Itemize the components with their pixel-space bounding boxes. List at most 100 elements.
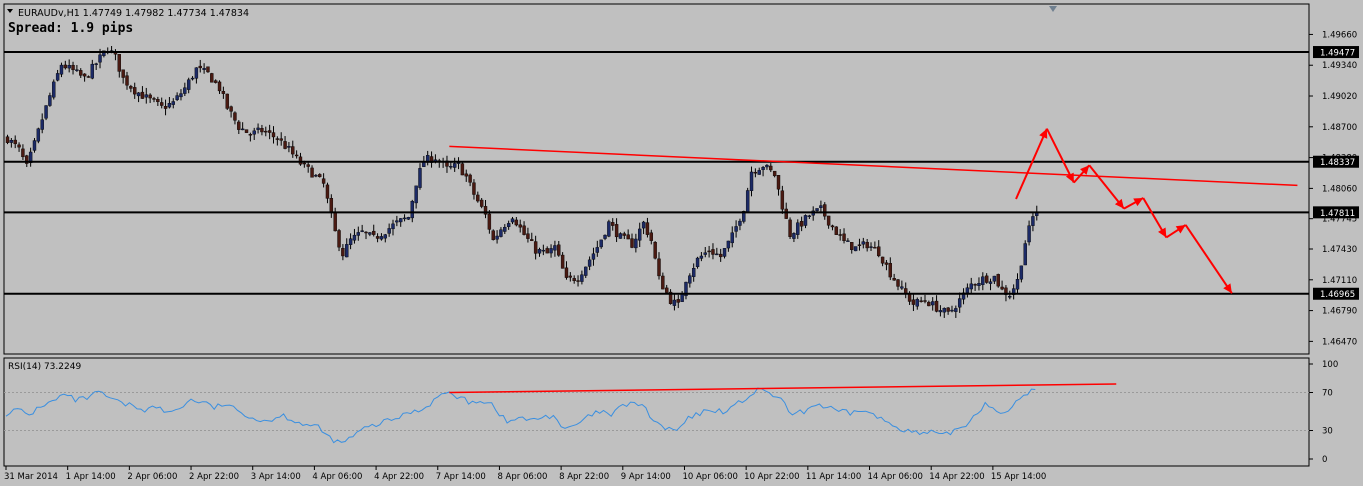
bull-candle xyxy=(726,240,731,249)
rsi-header: RSI(14) 73.2249 xyxy=(8,362,81,372)
bull-candle xyxy=(988,281,993,284)
time-tick-label: 1 Apr 14:00 xyxy=(66,472,116,482)
bear-candle xyxy=(857,244,862,246)
bull-candle xyxy=(52,81,56,98)
bear-candle xyxy=(630,238,634,248)
bear-candle xyxy=(225,93,229,109)
rsi-tick-label: 0 xyxy=(1322,455,1327,465)
bull-candle xyxy=(699,255,704,259)
bear-candle xyxy=(318,174,322,178)
bull-candle xyxy=(449,166,453,168)
chart-shift-marker-icon[interactable] xyxy=(1049,6,1057,12)
bull-candle xyxy=(55,73,60,81)
bull-candle xyxy=(506,223,511,227)
bear-candle xyxy=(661,275,665,290)
bear-candle xyxy=(487,213,492,230)
bull-candle xyxy=(954,308,958,312)
bear-candle xyxy=(576,280,580,282)
bear-candle xyxy=(514,219,519,226)
dropdown-triangle-icon[interactable] xyxy=(7,9,13,13)
bull-candle xyxy=(90,63,95,79)
bear-candle xyxy=(302,162,307,165)
bear-candle xyxy=(834,226,839,235)
bear-candle xyxy=(291,146,295,155)
bull-candle xyxy=(44,105,48,119)
bear-candle xyxy=(568,275,573,278)
bull-candle xyxy=(981,276,985,285)
bull-candle xyxy=(641,221,646,229)
bull-candle xyxy=(75,69,79,71)
bull-candle xyxy=(32,140,37,151)
time-tick-label: 4 Apr 06:00 xyxy=(312,472,362,482)
bear-candle xyxy=(283,141,287,149)
bear-candle xyxy=(125,75,129,86)
bear-candle xyxy=(649,232,653,241)
bear-candle xyxy=(769,165,773,171)
bear-candle xyxy=(279,138,283,141)
bull-candle xyxy=(634,238,638,249)
bear-candle xyxy=(530,239,534,241)
time-tick-label: 9 Apr 14:00 xyxy=(621,472,671,482)
bear-candle xyxy=(923,300,927,302)
bear-candle xyxy=(306,164,310,167)
bull-candle xyxy=(98,54,102,63)
bear-candle xyxy=(152,98,156,100)
bear-candle xyxy=(780,190,785,210)
bull-candle xyxy=(194,67,199,79)
spread-label: Spread: 1.9 pips xyxy=(8,21,133,36)
arrowhead-icon xyxy=(1065,172,1074,183)
bull-candle xyxy=(102,50,106,56)
bear-candle xyxy=(13,139,17,145)
bear-candle xyxy=(267,130,272,133)
bull-candle xyxy=(167,103,172,108)
bear-candle xyxy=(718,253,723,258)
price-plot xyxy=(4,45,1309,318)
bull-candle xyxy=(853,246,858,252)
projection-arrow xyxy=(1088,164,1125,210)
level-price-label: 1.48337 xyxy=(1320,158,1355,168)
bull-candle xyxy=(379,236,384,240)
bull-candle xyxy=(67,65,71,69)
bull-candle xyxy=(28,151,33,164)
bull-candle xyxy=(503,227,507,232)
price-tick-label: 1.46470 xyxy=(1322,337,1357,347)
time-tick-label: 2 Apr 22:00 xyxy=(189,472,239,482)
bull-candle xyxy=(618,233,623,239)
bull-candle xyxy=(314,174,318,177)
bear-candle xyxy=(884,262,889,265)
bear-candle xyxy=(676,299,680,303)
bear-candle xyxy=(275,138,280,140)
bear-candle xyxy=(117,54,121,72)
bear-candle xyxy=(483,206,488,215)
time-tick-label: 2 Apr 06:00 xyxy=(127,472,177,482)
bear-candle xyxy=(375,236,380,239)
bear-candle xyxy=(79,70,83,76)
bear-candle xyxy=(21,148,25,158)
bull-candle xyxy=(749,171,754,191)
bear-candle xyxy=(63,64,68,69)
bull-candle xyxy=(819,205,823,208)
bull-candle xyxy=(587,259,592,267)
bear-candle xyxy=(830,225,835,228)
time-tick-label: 14 Apr 22:00 xyxy=(929,472,984,482)
bear-candle xyxy=(479,199,484,207)
bull-candle xyxy=(553,245,557,251)
bull-candle xyxy=(745,190,750,213)
price-tick-label: 1.47745 xyxy=(1322,215,1357,225)
bull-candle xyxy=(969,283,973,290)
rsi-plot xyxy=(4,383,1309,444)
bull-candle xyxy=(695,257,700,268)
bull-candle xyxy=(992,275,997,282)
bear-candle xyxy=(711,249,715,255)
bull-candle xyxy=(1027,225,1031,243)
bull-candle xyxy=(402,217,407,220)
bull-candle xyxy=(595,247,600,253)
bull-candle xyxy=(722,248,727,257)
bull-candle xyxy=(607,221,611,237)
price-tick-label: 1.48060 xyxy=(1322,184,1357,194)
bear-candle xyxy=(873,247,877,249)
bear-candle xyxy=(753,171,758,174)
bull-candle xyxy=(977,283,981,286)
bull-candle xyxy=(549,248,553,254)
bull-candle xyxy=(915,299,919,307)
